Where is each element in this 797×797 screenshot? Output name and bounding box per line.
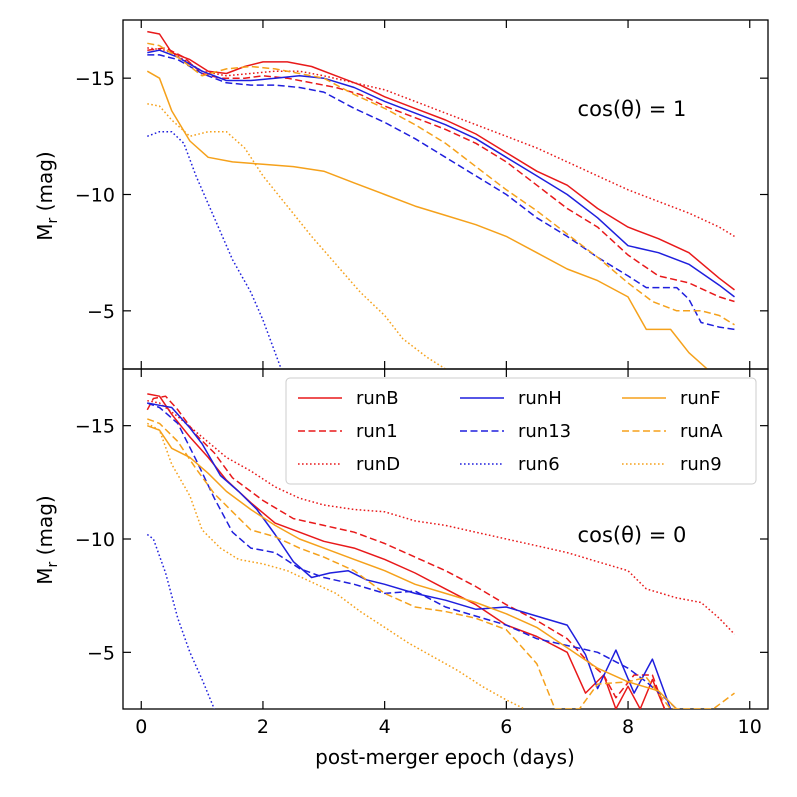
panel-top: −15 −10 −5 cos(θ) = 1 Mr (mag) — [33, 19, 769, 370]
bottom-series-run13 — [147, 402, 678, 709]
top-y-axis-label: Mr (mag) — [33, 151, 61, 240]
legend-label-run13: run13 — [518, 421, 571, 442]
bottom-series-runH — [147, 402, 672, 709]
legend-label-run9: run9 — [680, 454, 722, 475]
bottom-annotation: cos(θ) = 0 — [578, 523, 687, 547]
legend-label-runB: runB — [356, 388, 399, 409]
legend-label-runF: runF — [680, 388, 721, 409]
legend-label-runA: runA — [680, 421, 723, 442]
x-tick-label: 6 — [500, 716, 512, 738]
x-tick-label: 8 — [622, 716, 634, 738]
bottom-series-runB — [147, 393, 666, 709]
top-series-runD — [147, 47, 735, 238]
x-tick-label: 0 — [135, 716, 147, 738]
top-series-group — [146, 30, 735, 369]
top-series-run6 — [147, 130, 282, 369]
legend-frame — [285, 377, 757, 485]
legend: runB run1 runD runH run13 run6 runF runA run9 — [285, 377, 757, 485]
top-series-runA — [147, 42, 735, 326]
bottom-series-run6 — [146, 533, 215, 709]
top-series-runF — [146, 70, 708, 369]
legend-label-run1: run1 — [356, 421, 398, 442]
top-series-run13 — [147, 54, 735, 331]
bottom-series-runA — [147, 418, 735, 709]
x-tick-label: 10 — [738, 716, 762, 738]
bottom-y-axis-label: Mr (mag) — [33, 495, 61, 584]
bottom-ticks: 0 2 4 6 8 10 −15 −10 −5 — [75, 369, 768, 738]
bottom-series-runD — [147, 399, 736, 635]
panel-bottom: 0 2 4 6 8 10 −15 −10 −5 cos(θ) = 0 Mr (mag) runB… — [33, 368, 769, 738]
bottom-y-tick-label: −5 — [87, 642, 115, 664]
bottom-y-tick-label: −15 — [75, 416, 115, 438]
bottom-y-tick-label: −10 — [75, 529, 115, 551]
legend-label-runH: runH — [518, 388, 562, 409]
top-y-tick-label: −15 — [75, 68, 115, 90]
legend-label-runD: runD — [356, 454, 400, 475]
bottom-series-runF — [147, 424, 678, 709]
legend-label-run6: run6 — [518, 454, 560, 475]
x-axis-label: post-merger epoch (days) — [315, 745, 575, 769]
top-y-tick-label: −5 — [87, 301, 115, 323]
top-series-runH — [147, 49, 735, 298]
top-series-runB — [147, 30, 735, 291]
bottom-series-group — [146, 393, 736, 709]
top-y-tick-label: −10 — [75, 185, 115, 207]
top-annotation: cos(θ) = 1 — [578, 97, 687, 121]
bottom-series-run1 — [146, 395, 666, 709]
x-tick-label: 4 — [379, 716, 391, 738]
x-tick-label: 2 — [257, 716, 269, 738]
top-ticks: −15 −10 −5 — [75, 20, 768, 369]
